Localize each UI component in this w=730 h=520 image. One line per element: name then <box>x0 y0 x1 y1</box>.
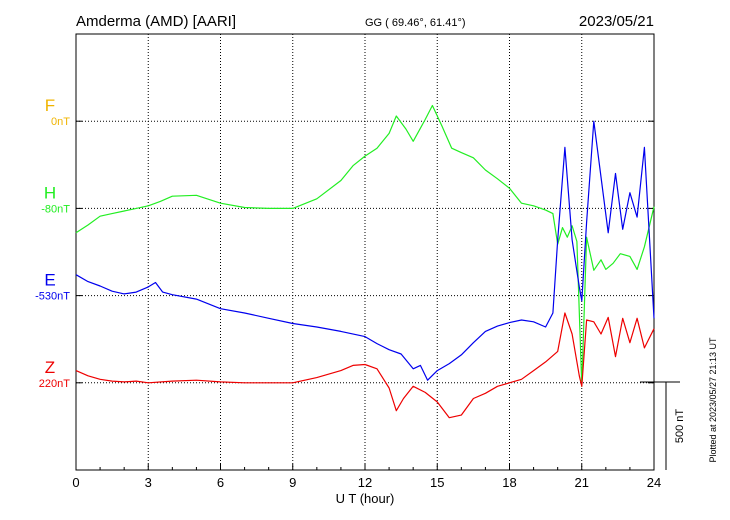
scale-bar: 500 nT <box>640 381 686 470</box>
series-line-h <box>75 104 655 387</box>
x-tick-label: 6 <box>217 475 224 490</box>
x-axis-label: U T (hour) <box>336 491 395 506</box>
scale-bar-label: 500 nT <box>674 409 686 444</box>
grid-lines <box>76 34 654 470</box>
series-baseline-e: -530nT <box>35 291 70 303</box>
x-tick-labels: 0 3 6 9 12 15 18 21 24 <box>72 475 661 490</box>
coordinates: GG ( 69.46°, 61.41°) <box>365 17 466 29</box>
series-baseline-h: -80nT <box>41 203 70 215</box>
axis-ticks <box>75 33 655 471</box>
x-tick-label: 21 <box>575 475 589 490</box>
x-tick-label: 15 <box>430 475 444 490</box>
date-label: 2023/05/21 <box>579 13 654 30</box>
series-lines <box>75 104 655 419</box>
x-tick-label: 3 <box>145 475 152 490</box>
series-name-f: F <box>45 96 55 115</box>
x-tick-label: 18 <box>502 475 516 490</box>
series-name-h: H <box>44 183 56 202</box>
x-tick-label: 0 <box>72 475 79 490</box>
x-tick-label: 9 <box>289 475 296 490</box>
x-tick-label: 12 <box>358 475 372 490</box>
series-baseline-z: 220nT <box>39 378 70 390</box>
plotted-timestamp: Plotted at 2023/05/27 21:13 UT <box>708 337 718 463</box>
series-baseline-f: 0nT <box>51 116 70 128</box>
series-line-e <box>75 120 655 381</box>
x-tick-label: 24 <box>647 475 661 490</box>
series-name-e: E <box>44 271 55 290</box>
station-title: Amderma (AMD) [AARI] <box>76 13 236 30</box>
plot-frame <box>75 33 655 471</box>
series-name-z: Z <box>45 358 55 377</box>
series-line-z <box>75 312 655 419</box>
